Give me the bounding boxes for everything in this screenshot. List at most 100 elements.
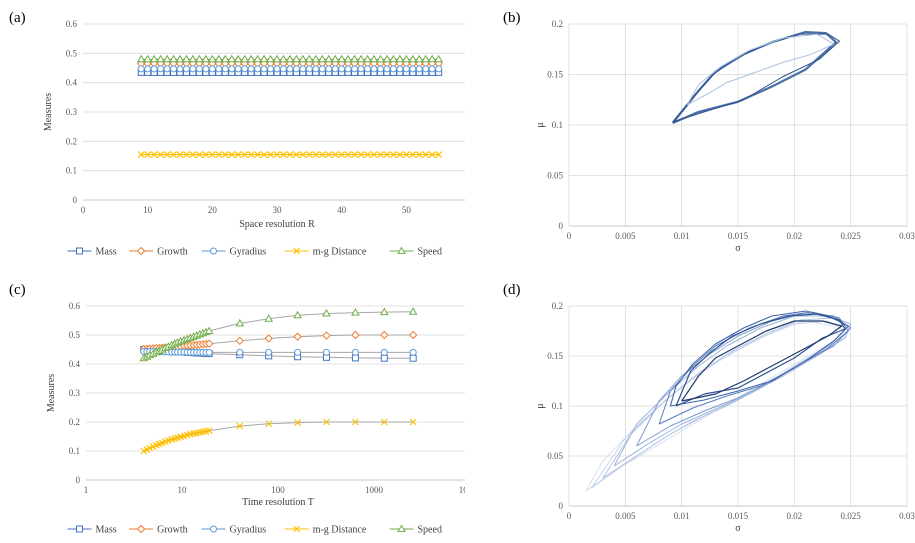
data-point <box>201 54 211 63</box>
x-tick-label: 50 <box>402 205 412 215</box>
data-point <box>182 65 190 73</box>
data-point <box>427 54 437 63</box>
data-point <box>273 151 281 158</box>
data-point <box>260 65 268 73</box>
data-point <box>331 151 339 158</box>
data-point <box>236 422 244 430</box>
data-point <box>157 65 165 73</box>
data-point <box>176 65 184 73</box>
data-point <box>409 418 417 426</box>
legend-item: Growth <box>129 247 188 258</box>
legend-marker <box>397 524 406 532</box>
y-axis-label: Measures <box>43 93 54 131</box>
legend-label: Mass <box>96 525 117 536</box>
legend-label: Growth <box>157 525 188 536</box>
data-point <box>377 151 384 158</box>
data-point <box>324 54 334 63</box>
panel-label-a: (a) <box>9 10 26 26</box>
x-axis-label: Time resolution T <box>242 497 314 508</box>
legend-marker <box>136 246 146 256</box>
legend-label: Gyradius <box>230 247 267 258</box>
series <box>140 418 417 455</box>
x-tick-label: 0.02 <box>786 231 802 241</box>
data-point <box>292 54 301 63</box>
data-point <box>343 54 353 63</box>
data-point <box>389 151 397 158</box>
data-point <box>293 310 302 319</box>
data-point <box>286 151 294 158</box>
data-point <box>363 54 372 63</box>
chart-c: (c)00.10.20.30.40.50.6110100100010000Tim… <box>9 282 482 536</box>
data-point <box>350 54 359 63</box>
data-point <box>435 65 443 73</box>
data-point <box>285 54 295 63</box>
trajectory-line <box>602 317 852 479</box>
y-tick-label: 0 <box>559 221 564 231</box>
data-point <box>150 151 158 158</box>
data-point <box>170 151 177 158</box>
data-point <box>311 54 321 63</box>
data-point <box>188 54 198 63</box>
data-point <box>241 65 249 73</box>
data-point <box>205 348 213 356</box>
panel-b: (b) 0 0.05 0.1 0.15 0.2 0 0.005 0.01 0.015 0.02 0.0… <box>465 0 915 265</box>
data-point <box>408 307 418 315</box>
data-point <box>136 54 146 63</box>
data-point <box>286 65 294 73</box>
data-point <box>259 54 269 63</box>
data-point <box>338 65 346 73</box>
data-point <box>383 65 391 73</box>
chart-a: (a)00.10.20.30.40.50.60102030405060Space… <box>9 10 476 258</box>
data-point <box>402 65 410 73</box>
data-point <box>383 151 391 158</box>
x-tick-label: 0 <box>81 205 86 215</box>
y-tick-label: 0.05 <box>547 171 563 181</box>
data-point <box>380 330 389 340</box>
data-point <box>357 65 365 73</box>
x-tick-label: 0.015 <box>728 231 749 241</box>
trajectory-line <box>658 311 849 425</box>
data-point <box>351 418 359 426</box>
legend-item: Mass <box>67 247 117 258</box>
data-point <box>170 65 178 73</box>
data-point <box>207 54 217 63</box>
y-axis-label: Measures <box>46 374 57 412</box>
legend-item: m-g Distance <box>284 525 367 536</box>
data-point <box>370 151 378 158</box>
x-tick-label: 0.025 <box>841 511 862 521</box>
data-point <box>351 151 359 158</box>
data-point <box>379 307 389 316</box>
data-point <box>292 151 300 158</box>
data-point <box>236 348 244 356</box>
data-point <box>240 54 250 63</box>
data-point <box>254 65 262 73</box>
data-point <box>292 65 300 73</box>
data-point <box>247 151 255 158</box>
data-point <box>221 65 229 73</box>
trajectory-line <box>613 315 852 467</box>
data-point <box>195 54 204 63</box>
data-point <box>434 54 444 63</box>
data-point <box>175 54 185 63</box>
y-tick-label: 0.2 <box>552 19 563 29</box>
y-tick-label: 0.1 <box>69 446 80 456</box>
data-point <box>317 54 327 63</box>
data-point <box>234 151 242 158</box>
panel-c: (c)00.10.20.30.40.50.6110100100010000Tim… <box>0 272 482 538</box>
data-point <box>150 65 158 73</box>
y-tick-label: 0.05 <box>547 451 563 461</box>
data-point <box>408 54 418 63</box>
x-tick-label: 0.025 <box>841 231 862 241</box>
data-point <box>338 151 346 158</box>
y-tick-label: 0 <box>76 475 81 485</box>
series <box>137 68 443 76</box>
x-tick-label: 0.005 <box>615 511 636 521</box>
legend-marker <box>136 524 146 534</box>
data-point <box>157 151 165 158</box>
data-point <box>380 348 388 356</box>
y-tick-label: 0.3 <box>69 388 81 398</box>
data-point <box>344 65 352 73</box>
data-point <box>228 151 236 158</box>
data-point <box>337 54 347 63</box>
x-tick-label: 0 <box>567 511 572 521</box>
